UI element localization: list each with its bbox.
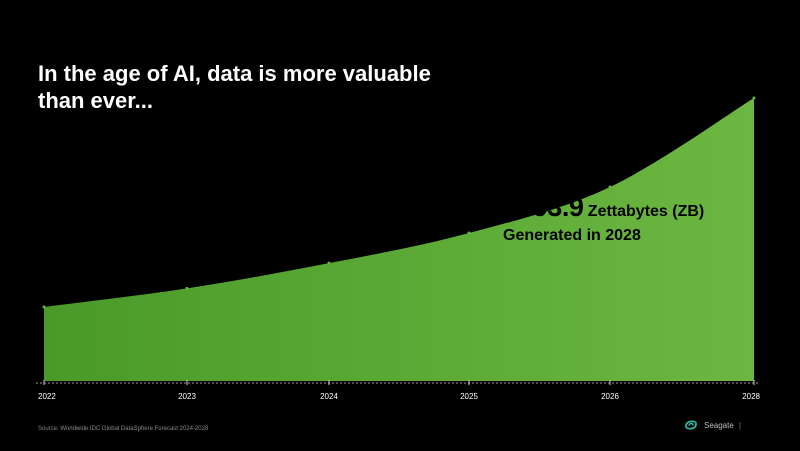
callout-subtext: Generated in 2028 — [503, 227, 641, 244]
callout-unit: Zettabytes (ZB) — [587, 203, 705, 220]
data-point-2024 — [327, 261, 331, 265]
x-tick-label-2022: 2022 — [38, 392, 56, 401]
brand-name: Seagate — [704, 420, 734, 430]
x-tick-label-2024: 2024 — [320, 392, 338, 401]
data-point-2023 — [185, 286, 189, 290]
data-point-2025 — [467, 231, 471, 235]
source-note: Source: Worldwide IDC Global DataSphere … — [38, 426, 209, 432]
data-callout: ~393.9 Zettabytes (ZB) Generated in 2028 — [503, 192, 704, 245]
x-tick-label-2028: 2028 — [742, 392, 760, 401]
data-point-2028 — [752, 96, 756, 100]
x-tick-label-2026: 2026 — [601, 392, 619, 401]
slide-title: In the age of AI, data is more valuable … — [38, 61, 431, 113]
callout-value: ~393.9 — [503, 192, 584, 222]
brand-separator: | — [738, 420, 741, 430]
seagate-swirl-icon — [685, 420, 697, 430]
area-series — [44, 98, 754, 381]
x-tick-label-2023: 2023 — [178, 392, 196, 401]
data-point-2026 — [608, 185, 612, 189]
x-tick-label-2025: 2025 — [460, 392, 478, 401]
brand-footer: Seagate | — [683, 417, 741, 433]
data-point-2022 — [42, 305, 46, 309]
